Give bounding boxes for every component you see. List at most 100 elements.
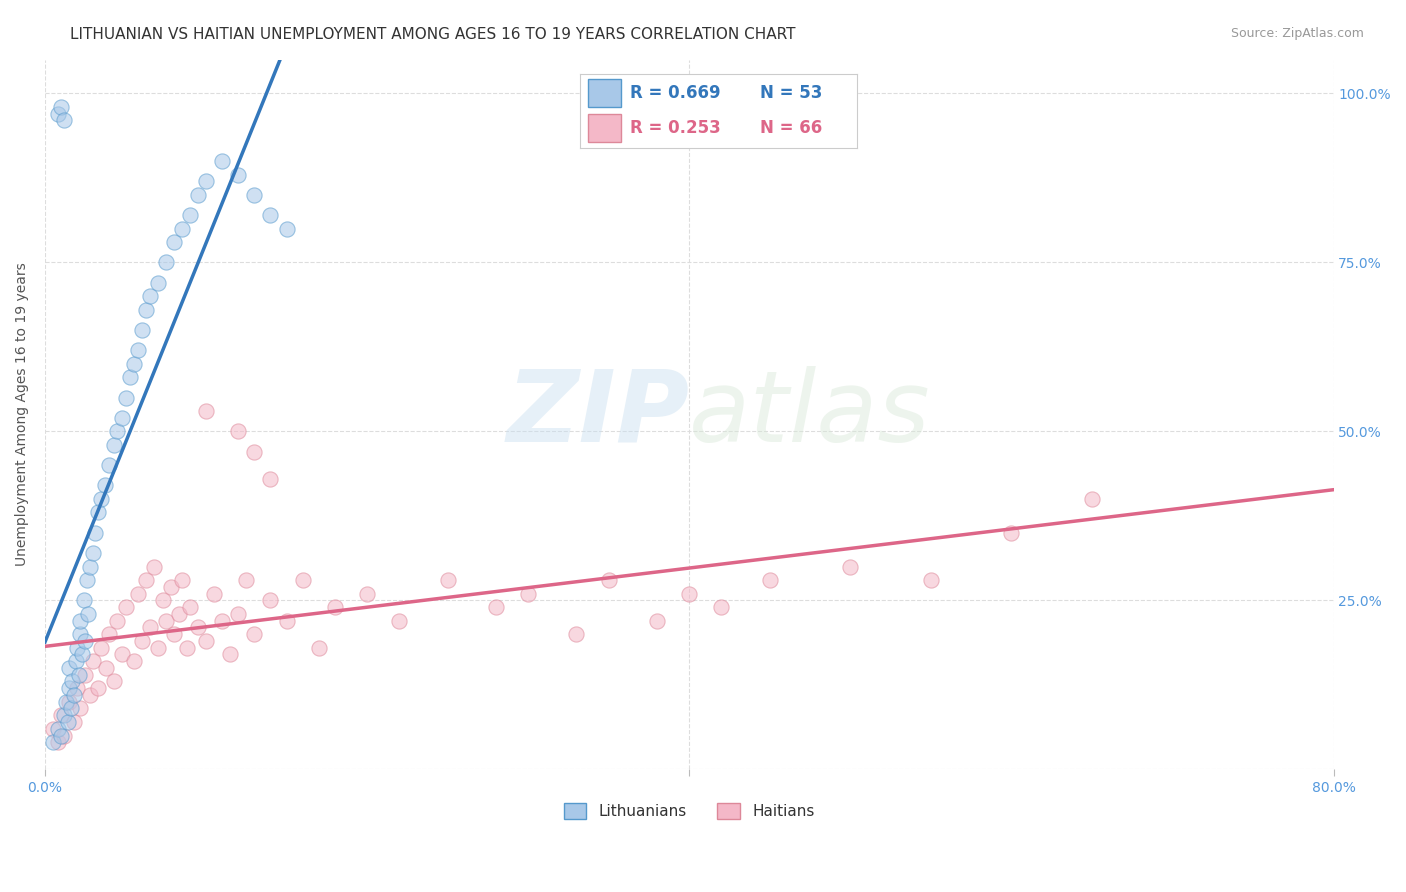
Point [226, 607, 249, 621]
Point [146, 276, 169, 290]
Point [66, 681, 89, 696]
Point [485, 600, 508, 615]
Point [63, 714, 86, 729]
Point [122, 654, 145, 668]
Point [920, 573, 942, 587]
Point [211, 153, 233, 168]
Point [103, 438, 125, 452]
Point [114, 600, 136, 615]
Point [645, 614, 668, 628]
Point [42, 722, 65, 736]
Point [49, 729, 72, 743]
Point [70, 648, 93, 662]
Point [138, 620, 160, 634]
Point [111, 410, 134, 425]
Point [46, 735, 69, 749]
Point [388, 614, 411, 628]
Point [75, 633, 97, 648]
Point [107, 425, 129, 439]
Text: Source: ZipAtlas.com: Source: ZipAtlas.com [1230, 27, 1364, 40]
Point [226, 168, 249, 182]
Text: ZIP: ZIP [506, 366, 689, 463]
Point [65, 654, 87, 668]
Point [356, 586, 378, 600]
Point [127, 343, 149, 358]
Point [152, 593, 174, 607]
Point [179, 600, 201, 615]
Point [202, 586, 225, 600]
Point [179, 208, 201, 222]
Point [259, 472, 281, 486]
Point [143, 559, 166, 574]
Point [72, 593, 94, 607]
Point [598, 573, 620, 587]
Point [49, 100, 72, 114]
Point [107, 614, 129, 628]
Point [219, 648, 242, 662]
Point [69, 614, 91, 628]
Point [710, 600, 733, 615]
Point [55, 695, 77, 709]
Point [565, 627, 588, 641]
Point [243, 627, 266, 641]
Point [49, 708, 72, 723]
Point [839, 559, 862, 574]
Point [98, 458, 121, 472]
Point [259, 208, 281, 222]
Point [323, 600, 346, 615]
Point [243, 187, 266, 202]
Point [170, 221, 193, 235]
Point [195, 633, 218, 648]
Text: LITHUANIAN VS HAITIAN UNEMPLOYMENT AMONG AGES 16 TO 19 YEARS CORRELATION CHART: LITHUANIAN VS HAITIAN UNEMPLOYMENT AMONG… [70, 27, 796, 42]
Point [187, 620, 209, 634]
Point [226, 425, 249, 439]
Point [1081, 491, 1104, 506]
Point [58, 681, 80, 696]
Point [111, 648, 134, 662]
Point [120, 370, 142, 384]
Point [155, 614, 177, 628]
Point [53, 113, 76, 128]
Point [59, 701, 82, 715]
Point [90, 640, 112, 655]
Point [176, 640, 198, 655]
Point [93, 478, 115, 492]
Point [138, 289, 160, 303]
Point [276, 221, 298, 235]
Point [291, 573, 314, 587]
Point [1000, 525, 1022, 540]
Legend: Lithuanians, Haitians: Lithuanians, Haitians [557, 797, 821, 825]
Point [46, 106, 69, 120]
Point [96, 661, 118, 675]
Point [98, 627, 121, 641]
Point [77, 607, 100, 621]
Point [276, 614, 298, 628]
Point [79, 688, 101, 702]
Point [308, 640, 330, 655]
Point [243, 444, 266, 458]
Point [195, 174, 218, 188]
Y-axis label: Unemployment Among Ages 16 to 19 years: Unemployment Among Ages 16 to 19 years [15, 262, 30, 566]
Point [131, 323, 153, 337]
Point [67, 667, 90, 681]
Point [436, 573, 458, 587]
Point [135, 302, 157, 317]
Point [69, 627, 91, 641]
Point [211, 614, 233, 628]
Point [517, 586, 540, 600]
Point [83, 525, 105, 540]
Point [79, 559, 101, 574]
Point [114, 391, 136, 405]
Point [46, 722, 69, 736]
Point [235, 573, 257, 587]
Point [63, 688, 86, 702]
Point [103, 674, 125, 689]
Point [42, 735, 65, 749]
Point [167, 607, 190, 621]
Point [66, 640, 89, 655]
Point [75, 667, 97, 681]
Point [69, 701, 91, 715]
Point [82, 546, 104, 560]
Text: atlas: atlas [689, 366, 931, 463]
Point [170, 573, 193, 587]
